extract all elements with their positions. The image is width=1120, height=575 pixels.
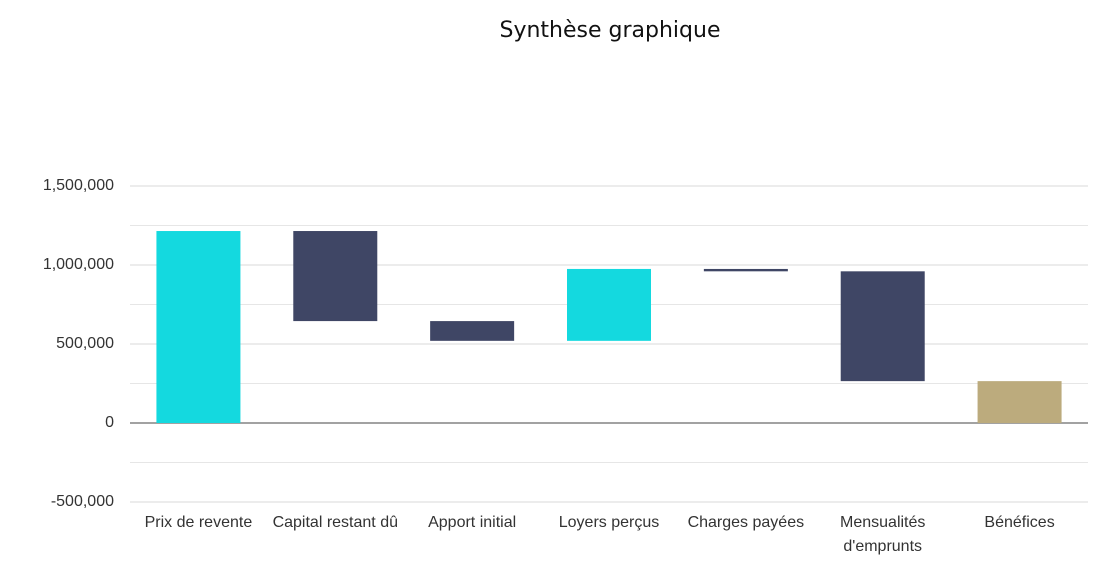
x-tick-label: Loyers perçus xyxy=(558,514,660,531)
y-tick-label: 0 xyxy=(105,414,114,431)
y-tick-label: -500,000 xyxy=(51,493,114,510)
bar xyxy=(840,271,925,382)
bar xyxy=(293,231,378,322)
bar xyxy=(156,231,241,423)
bar xyxy=(567,268,651,341)
y-tick-label: 1,000,000 xyxy=(43,256,114,273)
bar xyxy=(977,381,1062,423)
x-tick-label: Prix de revente xyxy=(144,514,253,531)
chart-title: Synthèse graphique xyxy=(499,18,721,43)
y-tick-label: 500,000 xyxy=(56,335,114,352)
x-tick-label: Bénéfices xyxy=(984,514,1055,531)
x-tick-label: Apport initial xyxy=(428,514,517,531)
x-tick-label: Capital restant dû xyxy=(272,514,398,531)
x-tick-label: Mensualités d'emprunts xyxy=(840,514,926,555)
x-tick-label: Charges payées xyxy=(687,514,805,531)
bar xyxy=(430,321,515,341)
y-tick-label: 1,500,000 xyxy=(43,177,114,194)
bar xyxy=(703,268,788,272)
